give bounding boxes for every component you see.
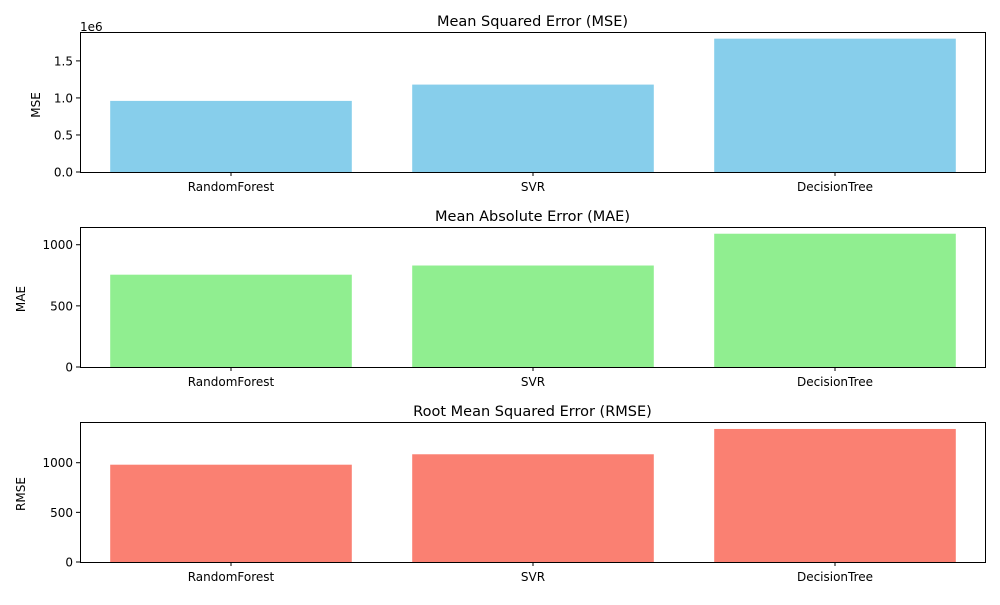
rmse-bars [110, 428, 956, 562]
mse-y-tick-label: 1.0 [54, 91, 73, 105]
rmse-x-ticks: RandomForest SVR DecisionTree [188, 562, 873, 584]
mse-y-tick-label: 0.0 [54, 166, 73, 180]
rmse-y-ticks: 0 500 1000 [42, 456, 80, 570]
rmse-y-tick-label: 1000 [42, 456, 73, 470]
mae-chart-title: Mean Absolute Error (MAE) [435, 209, 630, 225]
mse-panel: Mean Squared Error (MSE) 1e6 MSE 0.0 0.5 1… [29, 14, 986, 194]
mae-bar-svr [412, 265, 654, 367]
mae-y-tick-label: 500 [50, 299, 73, 313]
rmse-x-tick-label: DecisionTree [797, 570, 873, 584]
mse-x-ticks: RandomForest SVR DecisionTree [188, 172, 873, 194]
mse-bar-svr [412, 84, 654, 172]
mse-y-tick-label: 1.5 [54, 54, 73, 68]
rmse-chart-title: Root Mean Squared Error (RMSE) [413, 404, 652, 420]
mae-x-tick-label: DecisionTree [797, 375, 873, 389]
mae-y-axis-label: MAE [14, 286, 28, 312]
mae-axes-frame [80, 227, 986, 368]
rmse-panel: Root Mean Squared Error (RMSE) RMSE 0 500… [14, 404, 986, 584]
mse-x-tick-label: DecisionTree [797, 180, 873, 194]
mse-bar-randomforest [110, 100, 352, 172]
mae-y-ticks: 0 500 1000 [42, 238, 80, 375]
mse-chart-title: Mean Squared Error (MSE) [437, 14, 628, 30]
mae-bar-randomforest [110, 274, 352, 367]
mse-bars [110, 38, 956, 172]
rmse-bar-randomforest [110, 464, 352, 562]
mae-x-ticks: RandomForest SVR DecisionTree [188, 367, 873, 389]
mse-x-tick-label: SVR [521, 180, 545, 194]
mse-axes-frame [80, 32, 986, 173]
mae-x-tick-label: SVR [521, 375, 545, 389]
mae-x-tick-label: RandomForest [188, 375, 275, 389]
mae-panel: Mean Absolute Error (MAE) MAE 0 500 1000 R… [14, 209, 986, 389]
rmse-y-axis-label: RMSE [14, 477, 28, 511]
rmse-y-tick-label: 0 [65, 556, 73, 570]
rmse-bar-svr [412, 454, 654, 562]
mse-x-tick-label: RandomForest [188, 180, 275, 194]
mse-offset-text: 1e6 [80, 20, 103, 34]
mse-bar-decisiontree [714, 38, 956, 172]
mse-y-tick-label: 0.5 [54, 128, 73, 142]
rmse-y-tick-label: 500 [50, 506, 73, 520]
mae-y-tick-label: 1000 [42, 238, 73, 252]
rmse-axes-frame [80, 422, 986, 563]
rmse-x-tick-label: RandomForest [188, 570, 275, 584]
mse-y-axis-label: MSE [29, 92, 43, 118]
mae-y-tick-label: 0 [65, 361, 73, 375]
mae-bars [110, 233, 956, 367]
rmse-bar-decisiontree [714, 428, 956, 562]
mse-y-ticks: 0.0 0.5 1.0 1.5 [54, 54, 80, 180]
mae-bar-decisiontree [714, 233, 956, 367]
rmse-x-tick-label: SVR [521, 570, 545, 584]
